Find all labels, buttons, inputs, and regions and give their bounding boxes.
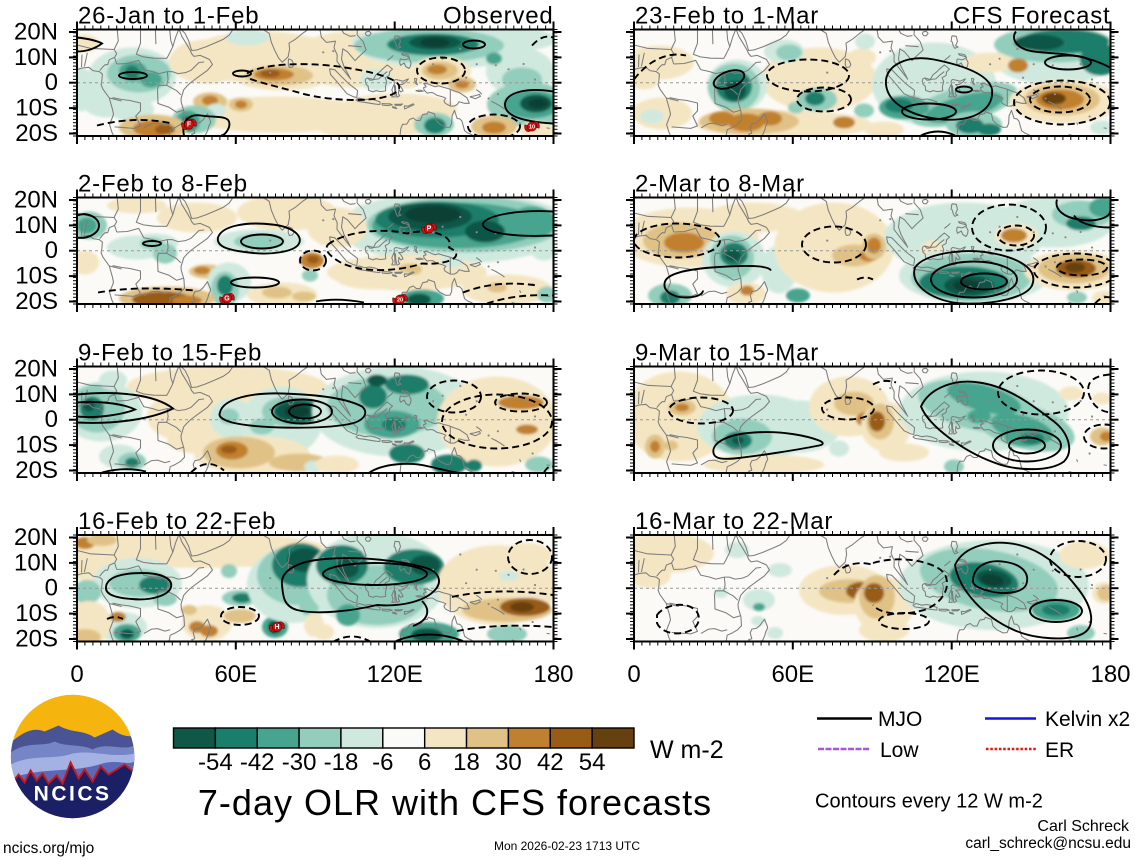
- svg-text:ncics.org/mjo: ncics.org/mjo: [3, 840, 94, 857]
- svg-text:10S: 10S: [15, 263, 58, 290]
- svg-text:-6: -6: [372, 749, 393, 776]
- svg-text:Kelvin x2: Kelvin x2: [1045, 708, 1130, 731]
- svg-text:16-Mar to 22-Mar: 16-Mar to 22-Mar: [635, 508, 833, 535]
- svg-text:P: P: [427, 226, 432, 233]
- svg-text:20N: 20N: [14, 524, 58, 551]
- svg-text:7-day OLR with CFS forecasts: 7-day OLR with CFS forecasts: [198, 782, 712, 823]
- svg-text:26-Jan to 1-Feb: 26-Jan to 1-Feb: [78, 3, 259, 30]
- svg-text:10N: 10N: [14, 44, 58, 71]
- svg-text:18: 18: [453, 749, 480, 776]
- svg-text:42: 42: [537, 749, 564, 776]
- svg-text:Low: Low: [880, 739, 919, 762]
- svg-text:20: 20: [397, 297, 403, 303]
- svg-text:30: 30: [495, 749, 522, 776]
- svg-text:60E: 60E: [214, 661, 257, 688]
- svg-text:Mon 2026-02-23 1713 UTC: Mon 2026-02-23 1713 UTC: [494, 839, 640, 853]
- svg-text:20N: 20N: [14, 187, 58, 214]
- svg-text:-18: -18: [324, 749, 359, 776]
- svg-text:Contours every 12 W m-2: Contours every 12 W m-2: [815, 791, 1043, 813]
- svg-text:ER: ER: [1045, 739, 1074, 762]
- svg-text:10S: 10S: [15, 95, 58, 122]
- svg-text:180: 180: [533, 661, 573, 688]
- svg-text:0: 0: [45, 406, 58, 433]
- svg-text:Observed: Observed: [443, 3, 553, 30]
- svg-text:MJO: MJO: [878, 708, 922, 731]
- svg-text:20N: 20N: [14, 356, 58, 383]
- svg-text:-30: -30: [282, 749, 317, 776]
- svg-text:9-Mar to 15-Mar: 9-Mar to 15-Mar: [635, 340, 819, 367]
- svg-text:2-Mar to 8-Mar: 2-Mar to 8-Mar: [635, 171, 805, 198]
- svg-text:10N: 10N: [14, 212, 58, 239]
- svg-text:16-Feb to 22-Feb: 16-Feb to 22-Feb: [78, 508, 276, 535]
- svg-text:2-Feb to 8-Feb: 2-Feb to 8-Feb: [78, 171, 248, 198]
- svg-text:120E: 120E: [924, 661, 980, 688]
- svg-text:54: 54: [579, 749, 606, 776]
- svg-text:0: 0: [45, 69, 58, 96]
- svg-text:10N: 10N: [14, 381, 58, 408]
- svg-text:10S: 10S: [15, 432, 58, 459]
- svg-text:20S: 20S: [15, 626, 58, 653]
- svg-text:W m-2: W m-2: [650, 736, 724, 764]
- svg-text:carl_schreck@ncsu.edu: carl_schreck@ncsu.edu: [965, 835, 1131, 852]
- svg-text:10S: 10S: [15, 600, 58, 627]
- svg-text:NCICS: NCICS: [34, 783, 112, 806]
- svg-text:0: 0: [70, 661, 83, 688]
- svg-text:CFS Forecast: CFS Forecast: [953, 3, 1111, 30]
- svg-text:20S: 20S: [15, 120, 58, 147]
- svg-text:-42: -42: [240, 749, 275, 776]
- svg-text:180: 180: [1090, 661, 1130, 688]
- svg-text:20S: 20S: [15, 457, 58, 484]
- svg-text:H: H: [274, 624, 279, 631]
- svg-text:23-Feb to 1-Mar: 23-Feb to 1-Mar: [635, 3, 819, 30]
- svg-text:60E: 60E: [771, 661, 814, 688]
- svg-text:10: 10: [529, 124, 535, 130]
- svg-text:20N: 20N: [14, 19, 58, 46]
- svg-text:0: 0: [45, 575, 58, 602]
- svg-text:9-Feb to 15-Feb: 9-Feb to 15-Feb: [78, 340, 262, 367]
- svg-text:G: G: [224, 296, 230, 303]
- svg-text:F: F: [187, 122, 192, 129]
- svg-text:10N: 10N: [14, 549, 58, 576]
- svg-text:0: 0: [45, 237, 58, 264]
- svg-text:0: 0: [627, 661, 640, 688]
- svg-text:Carl Schreck: Carl Schreck: [1037, 818, 1130, 835]
- svg-text:20S: 20S: [15, 288, 58, 315]
- svg-text:120E: 120E: [367, 661, 423, 688]
- svg-text:-54: -54: [198, 749, 233, 776]
- svg-text:6: 6: [418, 749, 431, 776]
